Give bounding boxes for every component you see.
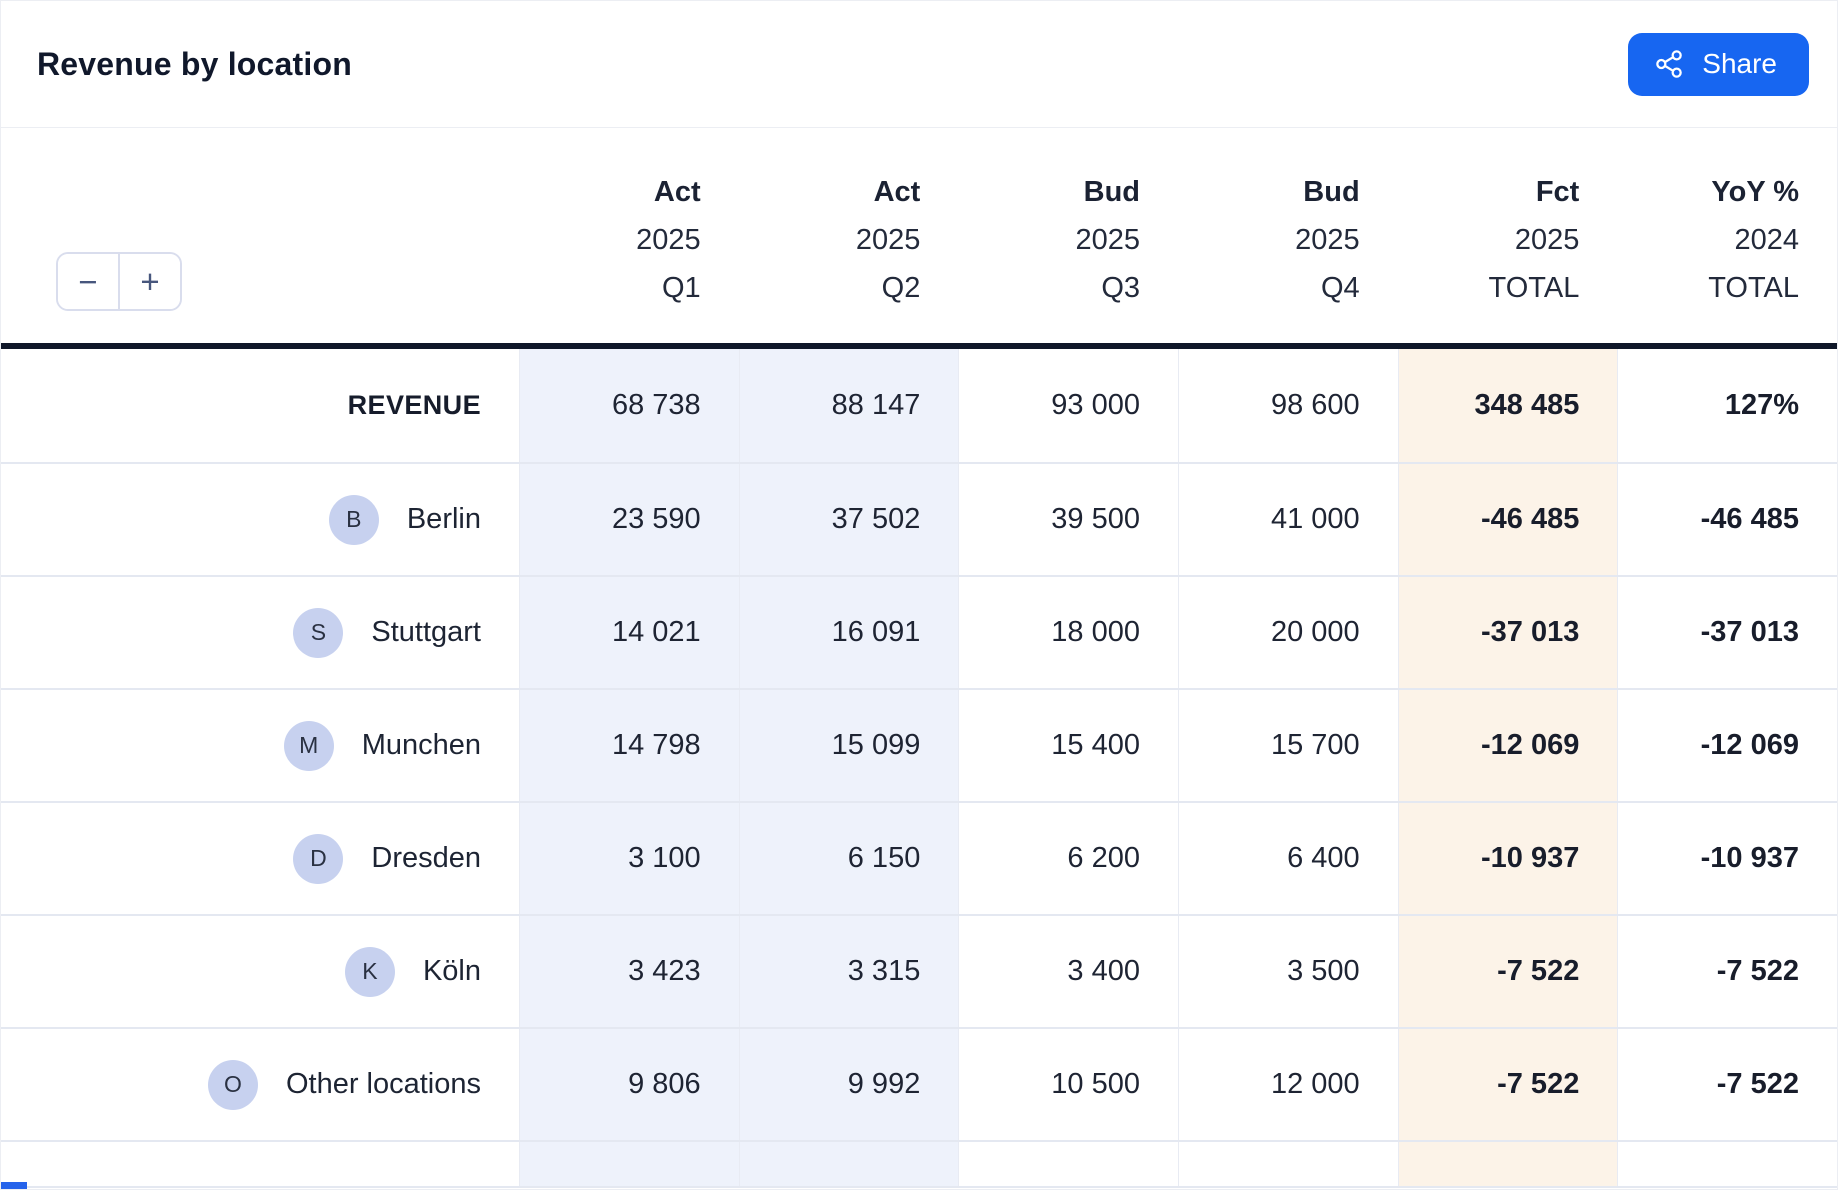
column-header-bud-q4: Bud 2025 Q4 bbox=[1295, 176, 1360, 304]
cell-koln-q1[interactable]: 3 423 bbox=[519, 916, 739, 1027]
header-divider bbox=[1, 343, 1837, 349]
cell-revenue-yoy[interactable]: 127% bbox=[1617, 349, 1837, 462]
cell-munchen-fct[interactable]: -12 069 bbox=[1397, 690, 1618, 801]
cell-dresden-fct[interactable]: -10 937 bbox=[1397, 803, 1618, 914]
table-row-partial bbox=[1, 1140, 1837, 1188]
table-row-stuttgart: S Stuttgart 14 021 16 091 18 000 20 000 … bbox=[1, 575, 1837, 688]
munchen-avatar: M bbox=[283, 720, 334, 771]
share-icon bbox=[1654, 48, 1686, 80]
cell-berlin-yoy[interactable]: -46 485 bbox=[1617, 464, 1837, 575]
table-row-revenue: REVENUE 68 738 88 147 93 000 98 600 348 … bbox=[1, 349, 1837, 462]
column-header-fct-total: Fct 2025 TOTAL bbox=[1488, 176, 1580, 304]
stuttgart-avatar: S bbox=[293, 607, 344, 658]
row-label-koln[interactable]: K Köln bbox=[1, 916, 519, 1027]
row-label-berlin[interactable]: B Berlin bbox=[1, 464, 519, 575]
cell-berlin-q4[interactable]: 41 000 bbox=[1178, 464, 1398, 575]
cell-berlin-q1[interactable]: 23 590 bbox=[519, 464, 739, 575]
row-label-dresden[interactable]: D Dresden bbox=[1, 803, 519, 914]
row-label-stuttgart[interactable]: S Stuttgart bbox=[1, 577, 519, 688]
cell-munchen-q2[interactable]: 15 099 bbox=[738, 690, 959, 801]
titlebar: Revenue by location Share bbox=[1, 1, 1837, 128]
row-label-munchen[interactable]: M Munchen bbox=[1, 690, 519, 801]
table-row-dresden: D Dresden 3 100 6 150 6 200 6 400 -10 93… bbox=[1, 801, 1837, 914]
cell-koln-q4[interactable]: 3 500 bbox=[1178, 916, 1398, 1027]
cell-dresden-q1[interactable]: 3 100 bbox=[519, 803, 739, 914]
cell-revenue-q2[interactable]: 88 147 bbox=[738, 349, 959, 462]
berlin-avatar: B bbox=[328, 494, 379, 545]
cell-munchen-q1[interactable]: 14 798 bbox=[519, 690, 739, 801]
plus-icon: + bbox=[140, 262, 160, 300]
table-row-munchen: M Munchen 14 798 15 099 15 400 15 700 -1… bbox=[1, 688, 1837, 801]
horizontal-scrollbar-thumb[interactable] bbox=[1, 1182, 27, 1189]
cell-other-q1[interactable]: 9 806 bbox=[519, 1029, 739, 1140]
cell-stuttgart-q2[interactable]: 16 091 bbox=[738, 577, 959, 688]
table-row-berlin: B Berlin 23 590 37 502 39 500 41 000 -46… bbox=[1, 462, 1837, 575]
row-label-other-locations[interactable]: O Other locations bbox=[1, 1029, 519, 1140]
cell-other-q3[interactable]: 10 500 bbox=[958, 1029, 1178, 1140]
cell-dresden-q4[interactable]: 6 400 bbox=[1178, 803, 1398, 914]
column-header-bud-q3: Bud 2025 Q3 bbox=[1075, 176, 1140, 304]
cell-revenue-q1[interactable]: 68 738 bbox=[519, 349, 739, 462]
cell-dresden-q3[interactable]: 6 200 bbox=[958, 803, 1178, 914]
dresden-avatar: D bbox=[293, 833, 344, 884]
cell-stuttgart-fct[interactable]: -37 013 bbox=[1397, 577, 1618, 688]
cell-revenue-q3[interactable]: 93 000 bbox=[958, 349, 1178, 462]
koln-avatar: K bbox=[344, 946, 395, 997]
cell-munchen-q3[interactable]: 15 400 bbox=[958, 690, 1178, 801]
cell-koln-q2[interactable]: 3 315 bbox=[738, 916, 959, 1027]
collapse-rows-button[interactable]: − bbox=[58, 254, 120, 309]
cell-stuttgart-q3[interactable]: 18 000 bbox=[958, 577, 1178, 688]
row-label-revenue[interactable]: REVENUE bbox=[347, 390, 481, 420]
share-button[interactable]: Share bbox=[1628, 32, 1809, 96]
cell-koln-fct[interactable]: -7 522 bbox=[1397, 916, 1618, 1027]
minus-icon: − bbox=[78, 262, 98, 300]
cell-berlin-fct[interactable]: -46 485 bbox=[1397, 464, 1618, 575]
share-button-label: Share bbox=[1702, 48, 1777, 79]
column-header-yoy-total: YoY % 2024 TOTAL bbox=[1708, 176, 1799, 304]
column-header-act-q2: Act 2025 Q2 bbox=[855, 176, 921, 304]
cell-berlin-q2[interactable]: 37 502 bbox=[738, 464, 959, 575]
cell-revenue-q4[interactable]: 98 600 bbox=[1178, 349, 1398, 462]
column-header-act-q1: Act 2025 Q1 bbox=[636, 176, 701, 304]
cell-stuttgart-q4[interactable]: 20 000 bbox=[1178, 577, 1398, 688]
cell-dresden-q2[interactable]: 6 150 bbox=[738, 803, 959, 914]
column-header-row: − + Act 2025 Q1 Act 2025 Q2 Bud 2025 Q3 … bbox=[1, 128, 1837, 343]
cell-munchen-yoy[interactable]: -12 069 bbox=[1617, 690, 1837, 801]
cell-revenue-fct[interactable]: 348 485 bbox=[1397, 349, 1618, 462]
cell-other-q4[interactable]: 12 000 bbox=[1178, 1029, 1398, 1140]
cell-dresden-yoy[interactable]: -10 937 bbox=[1617, 803, 1837, 914]
cell-munchen-q4[interactable]: 15 700 bbox=[1178, 690, 1398, 801]
row-level-stepper: − + bbox=[56, 252, 182, 311]
expand-rows-button[interactable]: + bbox=[120, 254, 180, 309]
cell-stuttgart-q1[interactable]: 14 021 bbox=[519, 577, 739, 688]
page-title: Revenue by location bbox=[37, 45, 352, 82]
cell-other-fct[interactable]: -7 522 bbox=[1397, 1029, 1618, 1140]
table-row-koln: K Köln 3 423 3 315 3 400 3 500 -7 522 -7… bbox=[1, 914, 1837, 1027]
cell-stuttgart-yoy[interactable]: -37 013 bbox=[1617, 577, 1837, 688]
cell-other-yoy[interactable]: -7 522 bbox=[1617, 1029, 1837, 1140]
table-row-other-locations: O Other locations 9 806 9 992 10 500 12 … bbox=[1, 1027, 1837, 1140]
other-locations-avatar: O bbox=[207, 1059, 258, 1110]
cell-berlin-q3[interactable]: 39 500 bbox=[958, 464, 1178, 575]
cell-koln-yoy[interactable]: -7 522 bbox=[1617, 916, 1837, 1027]
cell-koln-q3[interactable]: 3 400 bbox=[958, 916, 1178, 1027]
cell-other-q2[interactable]: 9 992 bbox=[738, 1029, 959, 1140]
